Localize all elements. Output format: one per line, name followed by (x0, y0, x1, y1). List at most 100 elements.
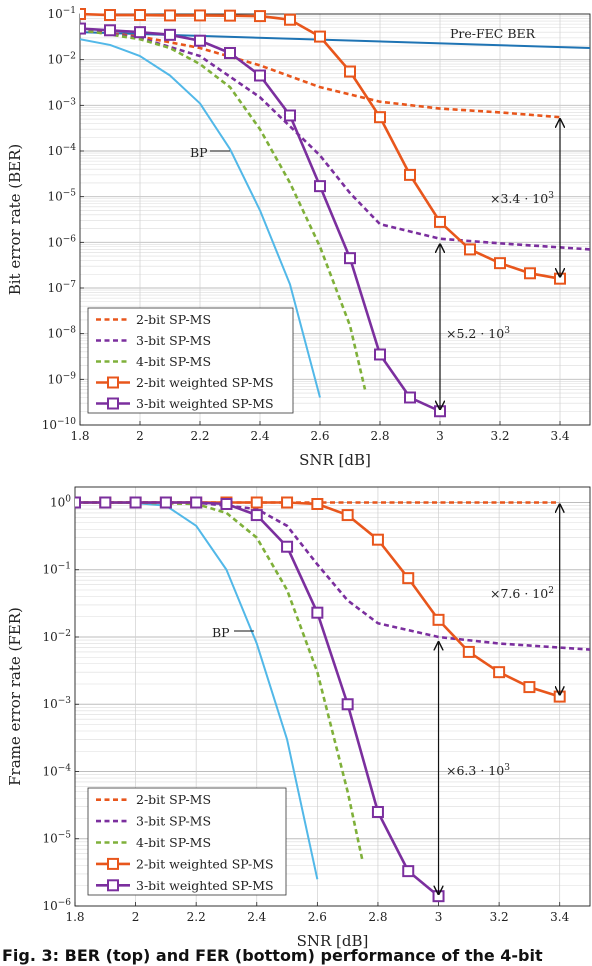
gain-label: ×3.4 · 103 (490, 191, 554, 206)
data-point (311, 606, 324, 619)
data-point (164, 9, 176, 22)
fer-plot: 1.8 2 2.2 2.4 2.6 2.8 3 3.2 3.410−610−510−410−31… (6, 486, 591, 950)
legend-entry: 4-bit SP-MS (136, 354, 211, 369)
x-tick-label: 3.4 (550, 429, 569, 443)
data-point (281, 540, 294, 553)
data-point (164, 28, 176, 41)
data-point (314, 30, 326, 43)
data-point (250, 496, 263, 509)
legend-marker (107, 376, 119, 389)
data-point (341, 509, 354, 522)
data-point (254, 10, 266, 23)
data-point (523, 681, 536, 694)
plot-frame (74, 486, 591, 907)
x-tick-label: 3.4 (550, 910, 569, 924)
x-tick-label: 3.2 (490, 910, 509, 924)
data-point (434, 215, 446, 228)
x-tick-label: 2.6 (310, 429, 329, 443)
series-line-3-bit-sp-ms (75, 501, 590, 651)
y-tick-label: 10−6 (47, 234, 76, 249)
x-tick-label: 2.4 (250, 429, 269, 443)
x-tick-label: 3 (435, 910, 443, 924)
data-point (402, 865, 415, 878)
data-point (402, 572, 415, 585)
legend: 2-bit SP-MS 3-bit SP-MS 4-bit SP-MS 2-bit w… (87, 787, 287, 896)
data-point (281, 496, 294, 509)
ticks: 1.8 2 2.2 2.4 2.6 2.8 3 3.2 3.410−610−510−410−31… (42, 494, 569, 924)
legend-marker (107, 857, 119, 870)
legend-entry: 3-bit weighted SP-MS (136, 396, 274, 411)
x-tick-label: 3 (436, 429, 444, 443)
data-point (250, 509, 263, 522)
y-tick-label: 10−4 (42, 763, 71, 778)
data-point (80, 22, 86, 35)
y-tick-label: 10−2 (42, 629, 71, 644)
data-point (404, 168, 416, 181)
data-point (314, 180, 326, 193)
x-tick-label: 2.8 (368, 910, 387, 924)
series-line-2-bit-sp-ms (80, 28, 561, 119)
series-group (80, 8, 590, 418)
x-tick-label: 2 (132, 910, 140, 924)
data-point (129, 496, 142, 509)
data-point (344, 65, 356, 78)
data-point (464, 243, 476, 256)
plot-frame (79, 13, 591, 426)
bp-label: BP (190, 145, 208, 160)
data-point (220, 497, 233, 510)
data-point (224, 46, 236, 59)
x-tick-label: 2.2 (187, 910, 206, 924)
y-tick-label: 100 (50, 494, 71, 509)
data-point (75, 496, 81, 509)
legend: 2-bit SP-MS 3-bit SP-MS 4-bit SP-MS 2-bit w… (87, 307, 294, 414)
data-point (311, 497, 324, 510)
figure-caption: Fig. 3: BER (top) and FER (bottom) perfo… (2, 946, 543, 965)
data-point (99, 496, 112, 509)
y-tick-label: 10−8 (47, 326, 76, 341)
y-tick-label: 10−1 (47, 6, 76, 21)
y-axis-label: Bit error rate (BER) (6, 144, 24, 296)
data-point (494, 257, 506, 270)
data-point (432, 613, 445, 626)
data-point (104, 24, 116, 37)
y-tick-label: 10−1 (42, 562, 71, 577)
legend-box (87, 787, 287, 896)
y-tick-label: 10−3 (47, 97, 76, 112)
x-tick-label: 1.8 (70, 429, 89, 443)
x-axis-label: SNR [dB] (299, 451, 371, 469)
data-point (224, 9, 236, 22)
data-point (194, 9, 206, 22)
legend-marker (107, 397, 119, 410)
gain-label: ×6.3 · 103 (446, 763, 510, 778)
legend-entry: 2-bit weighted SP-MS (136, 856, 274, 871)
series-line-3-bit-sp-ms (80, 28, 590, 251)
x-tick-label: 2.4 (247, 910, 266, 924)
data-point (80, 8, 86, 20)
gain-label: ×7.6 · 102 (490, 586, 554, 601)
data-point (284, 13, 296, 26)
data-point (104, 9, 116, 22)
ber-plot: 1.8 2 2.2 2.4 2.6 2.8 3 3.2 3.410−1010−910−810−7… (6, 6, 591, 469)
y-tick-label: 10−5 (47, 189, 76, 204)
x-tick-label: 2 (136, 429, 144, 443)
data-point (404, 391, 416, 404)
data-point (134, 26, 146, 39)
data-point (341, 698, 354, 711)
legend-entry: 2-bit SP-MS (136, 792, 211, 807)
data-point (254, 69, 266, 82)
data-point (371, 533, 384, 546)
series-line-4-bit-sp-ms (80, 28, 367, 390)
data-point (134, 9, 146, 22)
series-group (75, 496, 590, 903)
legend-marker (107, 879, 119, 892)
x-axis-label: SNR [dB] (297, 932, 369, 950)
legend-entry: 3-bit weighted SP-MS (136, 878, 274, 893)
data-point (344, 252, 356, 265)
y-tick-label: 10−4 (47, 143, 76, 158)
legend-entry: 3-bit SP-MS (136, 333, 211, 348)
y-axis-label: Frame error rate (FER) (6, 607, 24, 786)
y-tick-label: 10−5 (42, 831, 71, 846)
legend-entry: 3-bit SP-MS (136, 814, 211, 829)
x-tick-label: 3.2 (490, 429, 509, 443)
